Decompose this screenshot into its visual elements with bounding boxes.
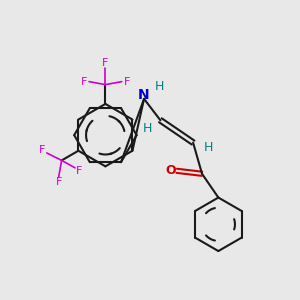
Text: H: H xyxy=(142,122,152,135)
Text: F: F xyxy=(102,58,109,68)
Text: F: F xyxy=(56,177,62,187)
Text: O: O xyxy=(166,164,176,177)
Text: F: F xyxy=(76,166,83,176)
Text: H: H xyxy=(155,80,164,93)
Text: H: H xyxy=(204,141,213,154)
Text: F: F xyxy=(124,76,130,87)
Text: F: F xyxy=(81,76,87,87)
Text: F: F xyxy=(39,145,46,155)
Text: N: N xyxy=(138,88,150,102)
